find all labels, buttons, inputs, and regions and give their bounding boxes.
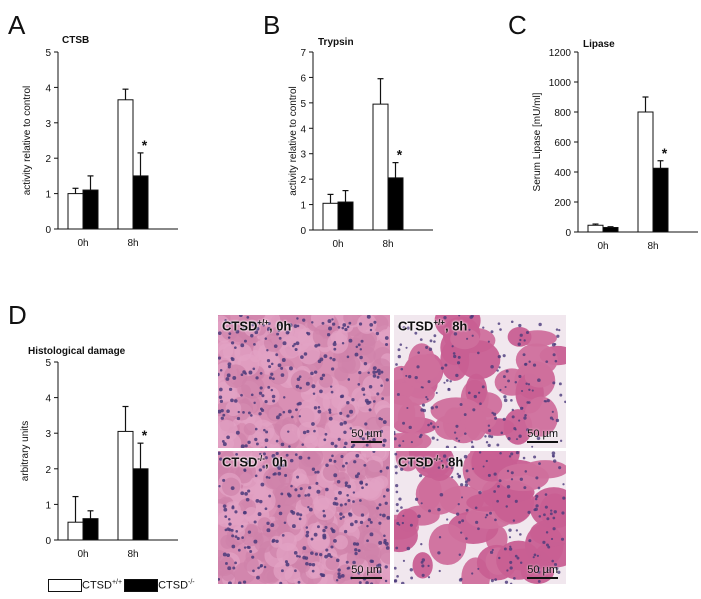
chart-b-y-tick-label: 7 (300, 48, 306, 59)
panel-letter-c: C (508, 10, 527, 40)
chart-c-y-tick-label: 600 (554, 138, 571, 149)
chart-b-y-tick-label: 3 (300, 150, 306, 161)
chart-d-bar (67, 521, 84, 541)
scale-bar: 50 µm (351, 428, 382, 443)
chart-a-bar (117, 99, 134, 230)
chart-a-title: CTSB (62, 35, 89, 46)
chart-b-bar (372, 103, 389, 231)
chart-b-x-tick-label: 8h (382, 239, 393, 250)
chart-c-x-tick-label: 8h (647, 241, 658, 252)
chart-a-bar (132, 175, 149, 230)
chart-a-bar (82, 189, 99, 230)
chart-b-title: Trypsin (318, 37, 354, 48)
chart-d-y-label: arbitrary units (20, 421, 31, 482)
chart-d-title: Histological damage (28, 346, 126, 357)
panel-letter-d: D (8, 300, 27, 330)
chart-d-y-tick-label: 1 (45, 500, 51, 511)
chart-d-bar (82, 518, 99, 541)
legend: CTSD+/+ CTSD-/- (48, 579, 195, 592)
chart-c-y-label: Serum Lipase [mU/ml] (532, 92, 543, 191)
chart-b-x-tick-label: 0h (332, 239, 343, 250)
chart-d-x-tick-label: 8h (127, 549, 138, 560)
scale-bar: 50 µm (527, 428, 558, 443)
chart-c-bar (587, 224, 604, 233)
chart-c-y-tick-label: 400 (554, 168, 571, 179)
chart-a-y-tick-label: 3 (45, 119, 51, 130)
micrograph-label: CTSD+/+, 0h (222, 318, 292, 334)
histology-texture (218, 315, 390, 448)
micrograph-label: CTSD-/-, 0h (222, 454, 288, 470)
chart-d-y-tick-label: 5 (45, 358, 51, 369)
histology-texture (218, 451, 390, 584)
chart-c-significance-star: * (662, 145, 668, 161)
panel-letter-a: A (8, 10, 26, 40)
chart-c-bar (637, 111, 654, 233)
chart-c-y-tick-label: 800 (554, 108, 571, 119)
chart-d-x-tick-label: 0h (77, 549, 88, 560)
chart-b-bar (387, 177, 404, 231)
micrograph-wt-8h: CTSD+/+, 8h 50 µm (394, 315, 566, 448)
chart-c-title: Lipase (583, 39, 615, 50)
legend-swatch-wt (48, 579, 82, 592)
chart-d-bar (117, 430, 134, 541)
chart-b-y-label: activity relative to control (288, 86, 299, 196)
chart-c-y-tick-label: 200 (554, 198, 571, 209)
legend-label-wt: CTSD+/+ (82, 579, 123, 592)
chart-d-significance-star: * (142, 427, 148, 443)
chart-a-bar (67, 193, 84, 230)
chart-c-y-tick-label: 1000 (549, 78, 572, 89)
chart-a-y-tick-label: 0 (45, 225, 51, 236)
chart-c-y-tick-label: 0 (565, 228, 571, 239)
panel-letter-b: B (263, 10, 281, 40)
micrograph-ko-0h: CTSD-/-, 0h 50 µm (218, 451, 390, 584)
chart-a-y-label: activity relative to control (22, 86, 33, 196)
chart-b-bar (322, 202, 339, 231)
chart-a-significance-star: * (142, 137, 148, 153)
chart-a-x-tick-label: 8h (127, 238, 138, 249)
chart-b-y-tick-label: 2 (300, 175, 306, 186)
chart-b-y-tick-label: 1 (300, 201, 306, 212)
chart-c-x-tick-label: 0h (597, 241, 608, 252)
scale-bar: 50 µm (527, 564, 558, 579)
chart-a-y-tick-label: 5 (45, 48, 51, 59)
micrograph-ko-8h: CTSD-/-, 8h 50 µm (394, 451, 566, 584)
chart-b-y-tick-label: 5 (300, 99, 306, 110)
histology-texture (394, 451, 566, 584)
chart-d-y-tick-label: 2 (45, 465, 51, 476)
micrograph-label: CTSD+/+, 8h (398, 318, 468, 334)
chart-b-significance-star: * (397, 147, 403, 163)
chart-a-y-tick-label: 4 (45, 83, 51, 94)
micrograph-label: CTSD-/-, 8h (398, 454, 464, 470)
chart-d-y-tick-label: 4 (45, 394, 51, 405)
chart-c-bar (652, 167, 669, 233)
chart-b-y-tick-label: 4 (300, 124, 306, 135)
chart-b-y-tick-label: 0 (300, 226, 306, 237)
chart-a-y-tick-label: 1 (45, 190, 51, 201)
chart-b-bar (337, 201, 354, 231)
chart-b-y-tick-label: 6 (300, 73, 306, 84)
legend-swatch-ko (124, 579, 159, 592)
chart-d-y-tick-label: 0 (45, 536, 51, 547)
chart-a-y-tick-label: 2 (45, 154, 51, 165)
legend-label-ko: CTSD-/- (158, 579, 195, 592)
scale-bar: 50 µm (351, 564, 382, 579)
micrograph-wt-0h: CTSD+/+, 0h 50 µm (218, 315, 390, 448)
chart-c-bar (602, 227, 619, 233)
chart-c-y-tick-label: 1200 (549, 48, 572, 59)
chart-a-x-tick-label: 0h (77, 238, 88, 249)
chart-d-bar (132, 468, 149, 541)
histology-texture (394, 315, 566, 448)
chart-d-y-tick-label: 3 (45, 429, 51, 440)
